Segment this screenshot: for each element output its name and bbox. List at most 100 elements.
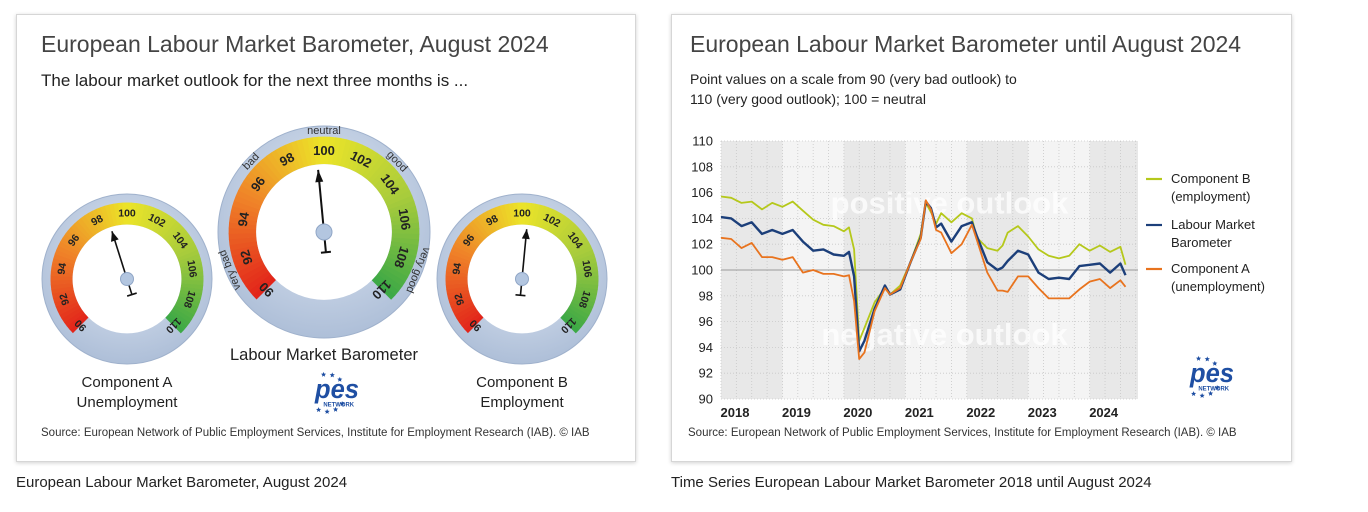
gauge-band-segment [566, 307, 588, 324]
gauge-band-segment [575, 262, 598, 271]
gauge-band-segment [59, 304, 81, 319]
gauge-band-segment [335, 138, 347, 167]
gauge-band-segment [546, 210, 562, 233]
gauge-band-segment [181, 271, 204, 278]
caption-timeseries[interactable]: Time Series European Labour Market Barom… [671, 474, 1152, 491]
gauge-band-segment [139, 204, 150, 228]
gauge-band-segment [572, 295, 595, 308]
gauge-band-segment [552, 215, 569, 236]
gauge-needle-tail [126, 292, 137, 297]
gauge-band-segment [561, 227, 582, 245]
y-tick-label: 98 [699, 288, 713, 303]
gauge-band-segment [575, 283, 599, 290]
gauge-band-segment [451, 245, 474, 259]
gauge-band-segment [177, 249, 200, 262]
gauge-band-segment [51, 262, 74, 271]
gauge-band-segment [80, 215, 98, 236]
gauge-band-segment [176, 298, 199, 312]
gauge-tick-label: 98 [484, 213, 500, 229]
gauge-band-segment [472, 217, 490, 238]
gauge-band-segment [475, 215, 493, 236]
gauge-band-segment [164, 223, 184, 243]
gauge-band-segment [73, 220, 92, 240]
gauge-band-segment [483, 210, 498, 233]
gauge-band-segment [557, 220, 576, 240]
gauge-band-segment [450, 298, 473, 312]
gauge-tick-label: 98 [89, 213, 105, 229]
gauge-band-segment [383, 260, 411, 278]
gauge-band-segment [446, 286, 469, 294]
gauge-band-segment [568, 304, 590, 320]
gauge-band-segment [461, 312, 482, 330]
gauge-band-segment [55, 298, 78, 312]
timeseries-card-subtitle: Point values on a scale from 90 (very ba… [690, 69, 1017, 109]
gauge-band-segment [479, 212, 495, 234]
gauge-band-segment [464, 314, 484, 334]
gauge-tick-label: 96 [248, 174, 269, 195]
gauge-band-segment [445, 275, 468, 281]
gauge-band-segment [243, 175, 270, 196]
gauge-band-segment [564, 230, 585, 248]
gauge-tick-label: 94 [56, 262, 70, 276]
gauge-band-segment [528, 203, 536, 226]
gauge-band-segment [377, 270, 403, 292]
gauge-band-segment [275, 146, 294, 174]
gauge-band-segment [540, 207, 554, 230]
gauge-band-segment [453, 241, 475, 256]
caption-gauges[interactable]: European Labour Market Barometer, August… [16, 474, 348, 491]
gauge-tick-label: 106 [579, 259, 594, 278]
gauge-band-segment [67, 226, 88, 245]
gauge-band-segment [233, 195, 262, 210]
gauge-band-segment [390, 241, 419, 252]
gauge-band-segment [385, 190, 413, 207]
gauge-band-segment [567, 237, 589, 253]
gauge-band-segment [301, 137, 313, 167]
logo-star-icon [1204, 356, 1210, 362]
gauge-band-segment [388, 200, 416, 214]
gauge-band-segment [162, 220, 181, 240]
gauge-band-segment [228, 236, 257, 246]
gauge-tick-label: 106 [184, 259, 199, 278]
gauge-band-segment [172, 237, 194, 253]
gauge-band-segment [228, 222, 257, 230]
gauge-band-segment [531, 203, 541, 227]
gauge-band-segment [58, 241, 80, 256]
gauge-band-segment [573, 253, 596, 265]
subtitle-line-2: 110 (very good outlook); 100 = neutral [690, 91, 926, 107]
gauge-band-segment [88, 210, 103, 233]
logo-star-icon [1191, 391, 1197, 397]
gauge-band-segment [180, 262, 203, 271]
subtitle-line-1: Point values on a scale from 90 (very ba… [690, 71, 1017, 87]
gauge-band-segment [554, 218, 572, 238]
gauge-band-segment [262, 155, 284, 181]
gauge-band-segment [130, 202, 137, 226]
gauge-band-segment [452, 301, 475, 316]
gauge-band-segment [100, 205, 112, 228]
gauge-label-sub: Employment [480, 394, 564, 411]
gauge-band-segment [347, 142, 363, 170]
gauge-band-segment [50, 266, 74, 274]
gauge-band-segment [285, 142, 301, 170]
gauge-label: Component A [82, 374, 173, 391]
legend-label-sub: (unemployment) [1171, 279, 1265, 294]
gauge-band-segment [169, 230, 190, 248]
gauge-band-segment [385, 256, 413, 273]
gauge-band-segment [388, 249, 417, 262]
gauge-band-segment [460, 230, 481, 248]
gauge-band-segment [447, 292, 471, 303]
gauge-band-segment [230, 205, 259, 218]
gauge-band-segment [564, 310, 585, 327]
logo-star-icon [339, 401, 345, 406]
gauge-band-segment [237, 260, 265, 277]
gauge-tick-label: 108 [391, 245, 412, 270]
gauge-band-segment [389, 245, 418, 257]
gauge-band-segment [445, 266, 469, 274]
gauge-band-segment [229, 211, 258, 222]
gauge-band-segment [381, 180, 408, 200]
gauge-band-segment [61, 307, 83, 323]
gauge-band-segment [270, 149, 291, 176]
gauge-band-segment [51, 289, 75, 299]
gauge-band-segment [576, 271, 599, 278]
